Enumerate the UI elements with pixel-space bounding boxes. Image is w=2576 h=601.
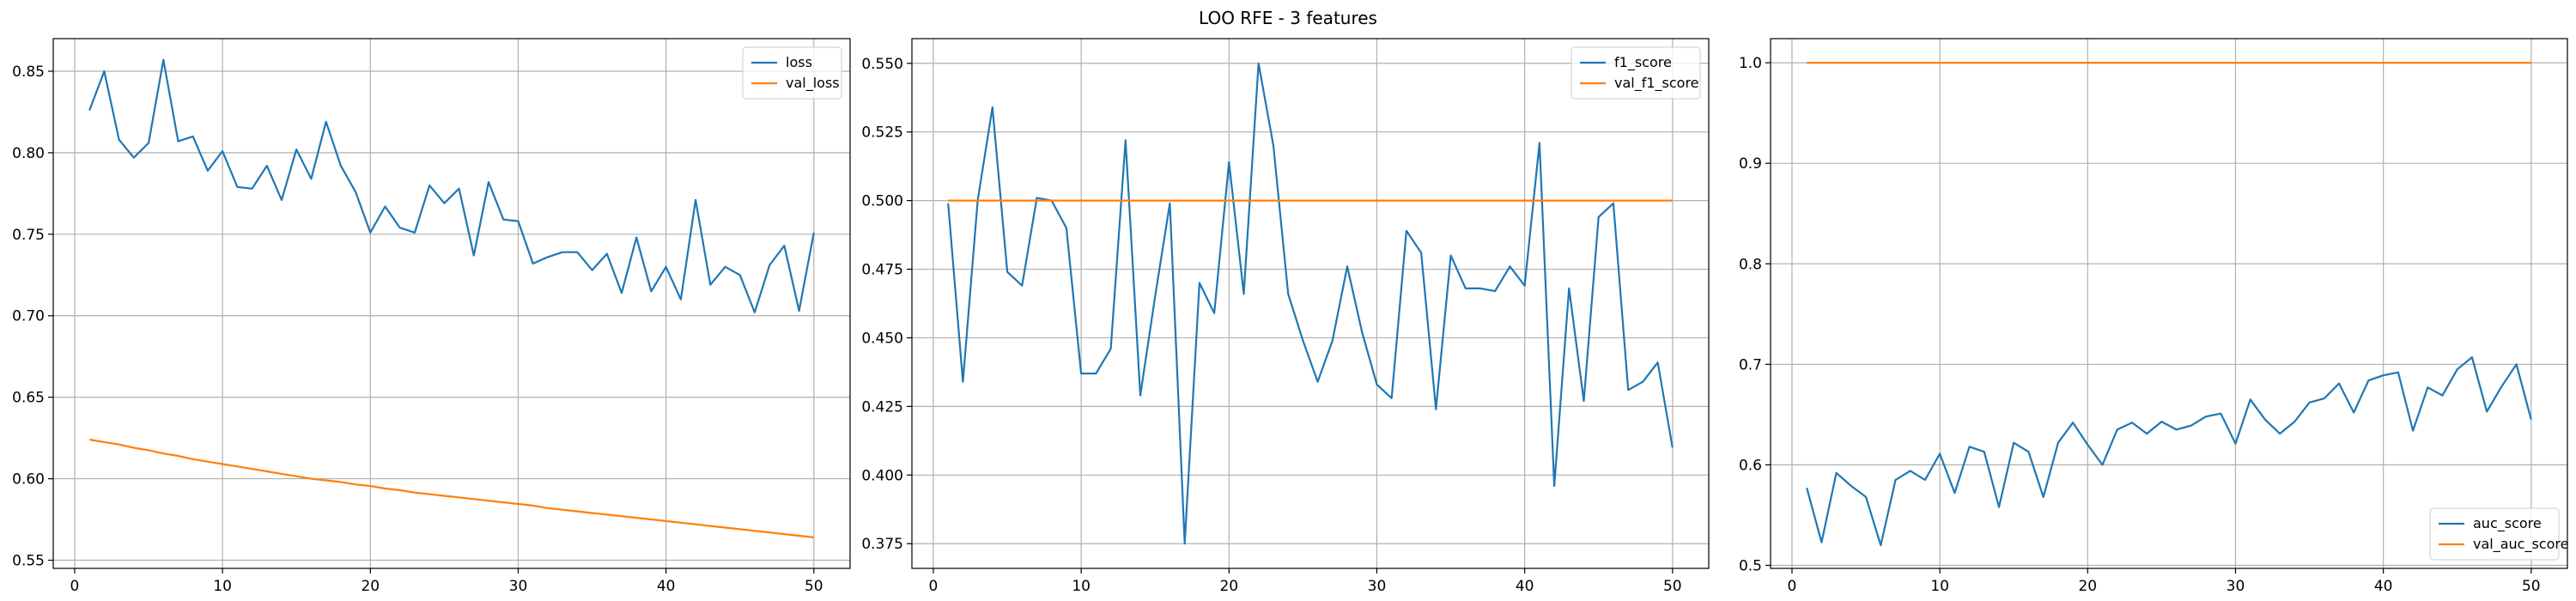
panel-1-xtick-label-5: 50 [805,578,823,595]
panel-3-ytick-label-3: 0.8 [1739,256,1762,273]
panel-2-series-f1_score [947,62,1674,545]
panel-3-frame [1770,38,2568,569]
panel-3-ytick-label-2: 0.7 [1739,356,1762,373]
panel-3-xtick-label-5: 50 [2522,578,2541,595]
panel-1-ytick-label-4: 0.75 [12,227,45,244]
panel-1-xtick-label-3: 30 [509,578,528,595]
panel-2-xtick-label-1: 10 [1072,578,1091,595]
panel-1-ytick-label-1: 0.60 [12,471,45,489]
panel-2-ytick-label-7: 0.550 [861,56,903,73]
panel-3-xtick-label-0: 0 [1788,578,1797,595]
panel-2-frame [911,38,1710,569]
panel-1-legend-label-loss: loss [786,54,812,70]
panel-1-xtick-label-1: 10 [213,578,232,595]
panel-2-ytick-label-5: 0.500 [861,193,903,210]
panel-3-series-auc_score [1806,356,2532,547]
panel-3-xtick-label-1: 10 [1930,578,1949,595]
panel-2-xtick-label-4: 40 [1516,578,1534,595]
panel-2-ytick-label-3: 0.450 [861,330,903,347]
panel-1-xtick-label-2: 20 [361,578,380,595]
panel-3-ytick-label-4: 0.9 [1739,155,1762,173]
panel-2-ytick-label-4: 0.475 [861,262,903,279]
panel-1-legend-label-val_loss: val_loss [786,75,840,92]
panel-1-series-loss [88,58,815,313]
panel-2-legend-label-val_f1_score: val_f1_score [1614,75,1699,92]
panel-1: 0 10 20 30 40 50 0.55 0.60 0.65 0.70 0.75 0.80 0.85 l… [12,38,851,595]
panel-2-ytick-label-6: 0.525 [861,124,903,142]
panel-1-legend-box [742,46,842,100]
panel-3-legend-box [2429,507,2560,561]
figure-title: LOO RFE - 3 features [1199,8,1377,28]
panel-3: 0 10 20 30 40 50 0.5 0.6 0.7 0.8 0.9 1.0 auc_scoreva… [1739,38,2568,595]
panel-2-ytick-label-2: 0.425 [861,398,903,416]
panel-1-ytick-label-0: 0.55 [12,553,45,570]
panel-2: 0 10 20 30 40 50 0.375 0.400 0.425 0.450 0.475 0.50… [861,38,1710,595]
panel-2-legend-label-f1_score: f1_score [1614,54,1672,71]
panel-3-legend-label-val_auc_score: val_auc_score [2473,536,2568,553]
panel-1-ytick-label-5: 0.80 [12,145,45,162]
panel-3-ytick-label-0: 0.5 [1739,557,1762,574]
panel-2-legend: f1_score val_f1_score [1571,46,1701,100]
panel-3-xtick-label-4: 40 [2374,578,2393,595]
panel-2-xtick-label-2: 20 [1219,578,1238,595]
panel-1-frame [52,38,851,569]
panel-3-ytick-label-1: 0.6 [1739,457,1762,474]
panel-3-xtick-label-3: 30 [2227,578,2245,595]
panel-1-legend: loss val_loss [742,46,842,100]
panel-1-ytick-label-6: 0.85 [12,64,45,81]
panel-2-ytick-label-1: 0.400 [861,467,903,484]
panel-2-ytick-label-0: 0.375 [861,536,903,553]
panel-1-xtick-label-0: 0 [70,578,80,595]
panel-3-xtick-label-2: 20 [2078,578,2097,595]
panel-3-ytick-label-5: 1.0 [1739,55,1762,72]
panel-3-legend-label-auc_score: auc_score [2473,515,2542,532]
panel-2-xtick-label-0: 0 [929,578,939,595]
panel-1-xtick-label-4: 40 [657,578,676,595]
panel-2-xtick-label-5: 50 [1663,578,1682,595]
panel-1-ytick-label-2: 0.65 [12,390,45,407]
panel-3-legend: auc_score val_auc_score [2429,507,2568,561]
panel-2-xtick-label-3: 30 [1368,578,1387,595]
panel-2-legend-box [1571,46,1701,100]
panel-1-series-val_loss [89,438,814,538]
panel-1-ytick-label-3: 0.70 [12,308,45,325]
